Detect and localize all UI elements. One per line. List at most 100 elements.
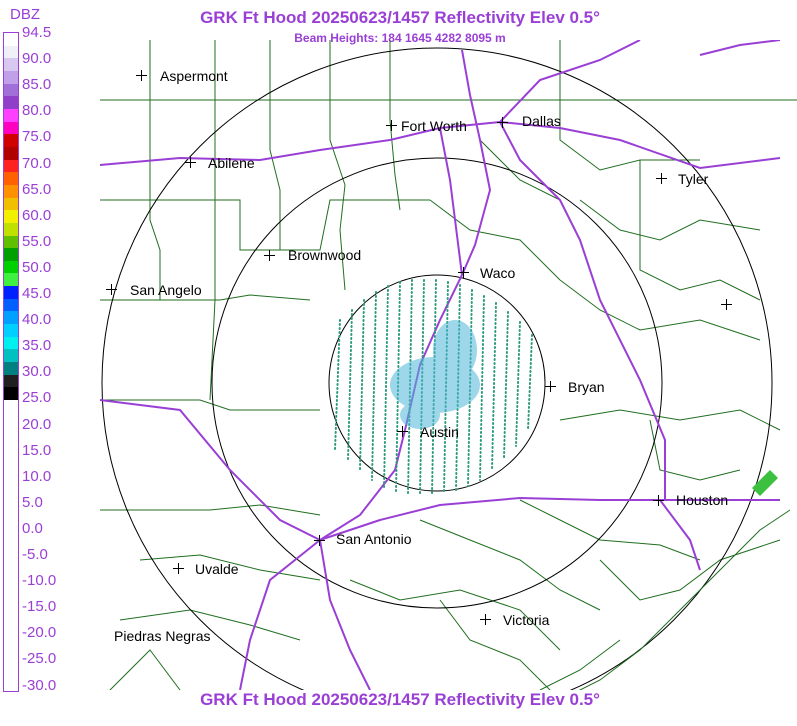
legend-swatch [4,374,18,388]
legend-label: 20.0 [22,415,52,433]
dbz-legend: DBZ 94.5 90.0 85.0 80.0 75.0 70.0 65.0 60.0 55.0… [0,0,98,700]
legend-label: 80.0 [22,102,52,120]
legend-swatch [4,108,18,122]
city-marker-icon [314,535,325,546]
city-label: Brownwood [288,247,362,263]
legend-swatch [4,286,18,299]
coastline [539,509,791,690]
city-label: Tyler [678,171,709,187]
legend-swatch [4,70,18,84]
legend-swatch [4,222,18,236]
city-marker-icon [458,267,469,278]
city-label: Abilene [208,155,255,171]
legend-swatch [4,400,18,413]
city-label: San Antonio [336,531,412,547]
range-rings [101,47,773,690]
legend-swatch [4,33,18,46]
legend-label: 75.0 [22,128,52,146]
legend-swatch [4,564,18,578]
legend-label: 15.0 [22,441,52,459]
city-marker-icon [653,495,664,506]
legend-label: 40.0 [22,311,52,329]
legend-swatch [4,665,18,679]
legend-swatch [4,248,18,261]
map-title: GRK Ft Hood 20250623/1457 Reflectivity E… [200,8,600,27]
legend-label: 45.0 [22,285,52,302]
legend-label: -5.0 [22,546,48,563]
legend-swatch [4,210,18,223]
legend-swatch [4,172,18,185]
city-marker-icon [721,299,732,310]
legend-label: 55.0 [22,232,52,250]
beam-heights-subtitle: Beam Heights: 184 1645 4282 8095 m [294,31,506,45]
city-marker-icon [173,563,184,574]
legend-swatch [4,577,18,590]
legend-label: 35.0 [22,337,52,355]
city-marker-icon [185,157,196,168]
city-marker-icon [397,426,408,437]
radar-map [99,40,797,690]
legend-swatch [4,589,18,603]
city-label: Waco [480,265,516,281]
legend-swatch [4,438,18,451]
radar-echo-core [390,320,480,429]
legend-label: 85.0 [22,76,52,94]
city-label: Uvalde [195,561,239,577]
radar-echo-houston [752,470,778,496]
legend-swatch [4,539,18,552]
legend-swatch [4,551,18,565]
legend-swatch [4,121,18,135]
legend-label: -30.0 [22,676,57,694]
legend-label: 70.0 [22,154,52,172]
city-label: Houston [676,492,729,508]
legend-swatch [4,513,18,527]
highways [99,40,781,690]
legend-swatch [4,58,18,71]
legend-label: -20.0 [22,624,57,642]
city-marker-icon [480,614,491,625]
legend-swatch [4,349,18,363]
legend-swatch [4,235,18,249]
legend-swatch [4,602,18,616]
city-marker-icon [264,250,275,261]
city-marker-icon [497,117,508,128]
map-title-bottom: GRK Ft Hood 20250623/1457 Reflectivity E… [200,690,600,709]
city-marker-icon [386,120,397,131]
city-label: Bryan [568,379,605,395]
legend-swatch [4,298,18,312]
legend-swatch [4,83,18,97]
legend-label: 50.0 [22,258,52,276]
legend-label: 90.0 [22,50,52,68]
legend-swatch [4,260,18,274]
legend-swatch [4,412,18,426]
legend-label: -10.0 [22,572,57,590]
county-lines [100,40,797,690]
legend-swatch [4,475,18,489]
legend-swatch [4,311,18,325]
legend-label: -25.0 [22,650,57,668]
city-marker-icon [545,381,556,392]
legend-swatch [4,324,18,337]
city-label: Fort Worth [401,118,467,134]
legend-swatch [4,501,18,514]
city-label: Dallas [522,113,561,129]
legend-swatch [4,678,18,692]
legend-swatch [4,653,18,666]
legend-title: DBZ [10,6,40,23]
legend-swatch [4,627,18,641]
legend-label: 65.0 [22,180,52,198]
legend-swatch [4,184,18,198]
legend-swatch [4,197,18,211]
legend-label: 25.0 [22,389,52,407]
legend-swatch [4,146,18,160]
legend-swatch [4,615,18,628]
legend-swatch [4,45,18,59]
city-marker-icon [106,284,117,295]
city-marker-icon [656,173,667,184]
city-label: Aspermont [160,68,228,84]
legend-label: 10.0 [22,467,52,485]
legend-label: 94.5 [22,24,52,41]
legend-swatch [4,362,18,375]
legend-swatch [4,450,18,464]
legend-swatch [4,96,18,109]
